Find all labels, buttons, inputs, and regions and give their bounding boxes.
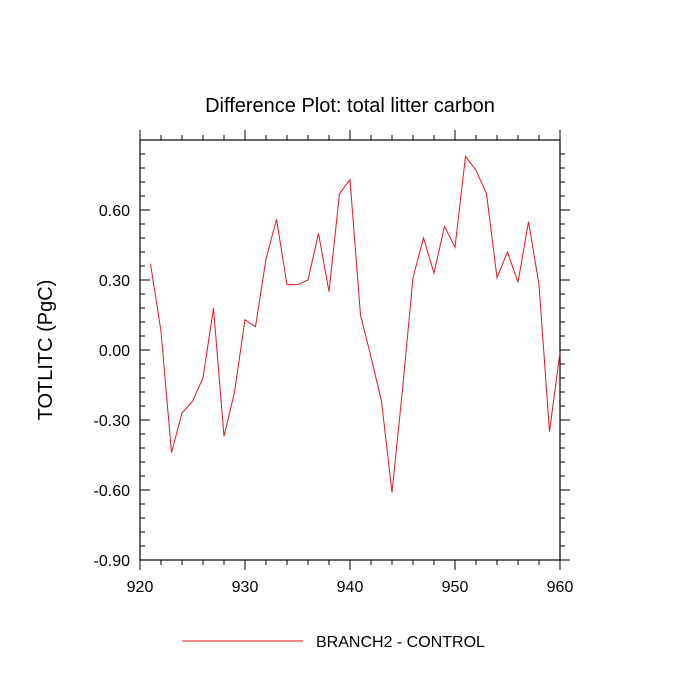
x-tick-label: 960 [547, 579, 574, 596]
y-tick-label: 0.00 [99, 343, 130, 360]
legend: BRANCH2 - CONTROL [182, 634, 485, 651]
y-tick-label: 0.60 [99, 203, 130, 220]
y-tick-label: -0.90 [94, 553, 131, 570]
plot-frame [139, 139, 561, 561]
y-tick-label: -0.60 [94, 483, 131, 500]
x-tick-label: 950 [442, 579, 469, 596]
x-tick-label: 920 [127, 579, 154, 596]
minor-ticks [140, 135, 565, 565]
legend-label: BRANCH2 - CONTROL [316, 634, 485, 651]
x-tick-label: 940 [337, 579, 364, 596]
y-tick-label: -0.30 [94, 413, 131, 430]
y-tick-label: 0.30 [99, 273, 130, 290]
y-axis: -0.90 -0.60 -0.30 0.00 0.30 0.60 [94, 203, 570, 570]
chart-title: Difference Plot: total litter carbon [205, 95, 495, 117]
series-line-0 [150, 155, 561, 493]
x-axis: 920 930 940 950 960 [127, 130, 574, 596]
x-tick-label: 930 [232, 579, 259, 596]
series-group [150, 155, 561, 493]
y-axis-title: TOTLITC (PgC) [35, 280, 57, 421]
